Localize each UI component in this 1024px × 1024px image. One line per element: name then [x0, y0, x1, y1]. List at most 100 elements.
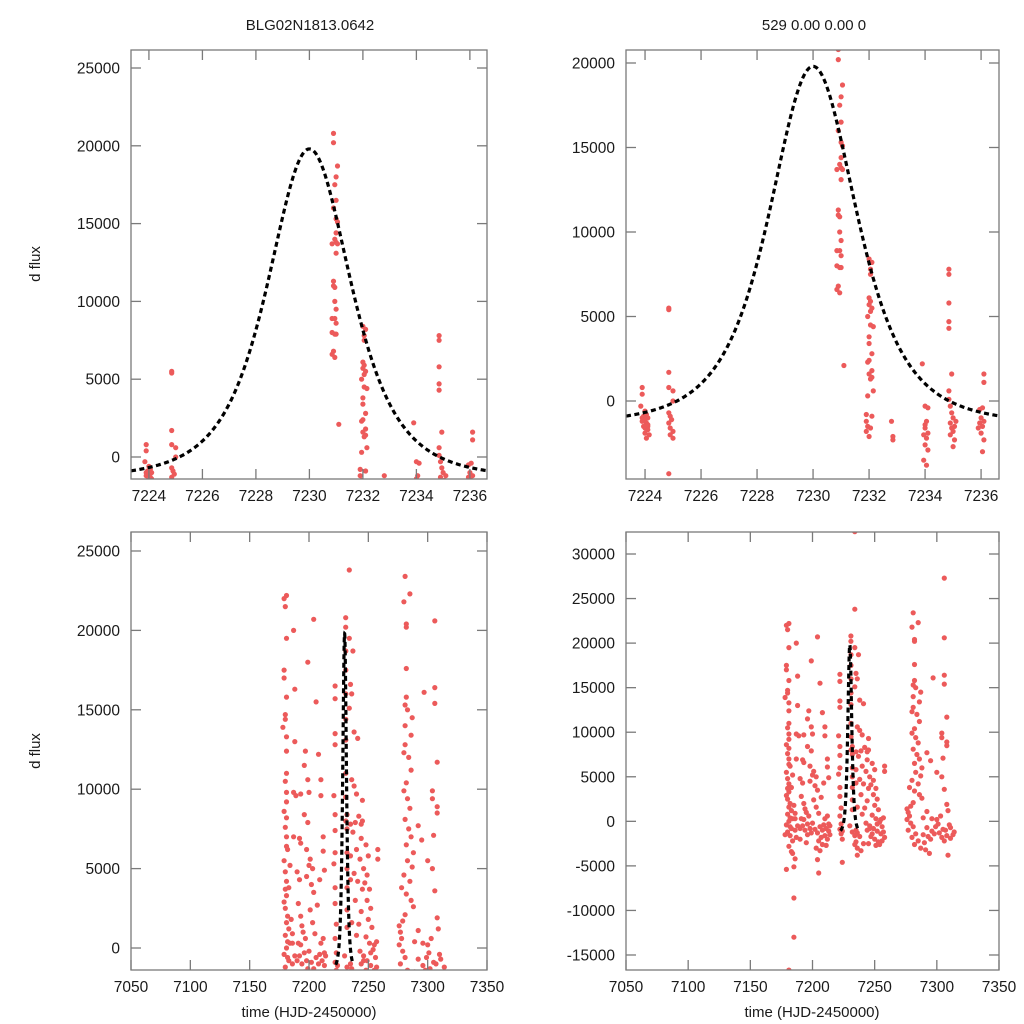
data-point [417, 972, 422, 977]
data-point [817, 680, 823, 686]
data-point [363, 468, 369, 474]
data-point [670, 435, 676, 441]
data-point [305, 777, 311, 783]
data-point [330, 140, 337, 146]
data-point [353, 998, 358, 1003]
data-point [383, 487, 388, 492]
data-point [333, 230, 339, 236]
data-point [854, 852, 860, 858]
data-point [350, 829, 356, 835]
data-point [296, 877, 303, 883]
data-point [788, 784, 795, 791]
data-point [300, 929, 306, 935]
data-point [807, 763, 813, 769]
data-point [285, 954, 291, 961]
data-point [809, 731, 816, 737]
data-point [863, 411, 869, 418]
data-point [838, 119, 844, 125]
data-point [926, 850, 933, 857]
data-point [403, 624, 409, 630]
data-point [975, 425, 981, 431]
data-point [666, 384, 672, 391]
data-point [347, 971, 352, 976]
data-point [787, 833, 793, 839]
data-point [281, 808, 287, 815]
data-point [414, 996, 419, 1001]
data-point [333, 320, 339, 326]
data-point [837, 698, 843, 704]
data-point [372, 954, 379, 961]
data-point [425, 942, 431, 948]
data-point [801, 732, 807, 738]
data-point [837, 290, 843, 296]
data-point [283, 789, 290, 796]
data-point [863, 820, 869, 826]
data-point [848, 633, 854, 639]
data-point [869, 760, 875, 767]
data-point [314, 902, 320, 908]
data-point [838, 253, 844, 259]
data-point [816, 810, 822, 816]
data-point [822, 724, 828, 730]
data-point [360, 395, 366, 401]
data-point [808, 748, 814, 754]
data-point [837, 813, 843, 819]
data-point [347, 681, 354, 688]
y-tick-label: -5000 [575, 858, 615, 875]
data-point [867, 425, 874, 431]
data-point [364, 445, 370, 451]
data-point [441, 496, 446, 501]
data-point [826, 821, 832, 827]
data-point [426, 950, 432, 956]
data-point [401, 599, 407, 605]
data-point [332, 696, 338, 702]
data-point [399, 935, 405, 942]
data-point [790, 850, 796, 857]
data-point [786, 708, 792, 714]
data-point [916, 699, 923, 705]
data-point [332, 354, 338, 360]
data-point [827, 832, 833, 838]
data-point [361, 371, 367, 378]
data-point [331, 793, 337, 799]
data-point [837, 704, 843, 710]
data-point [333, 331, 339, 337]
data-point [913, 735, 919, 741]
data-point [343, 624, 349, 630]
data-point [415, 514, 420, 519]
data-point [812, 783, 818, 789]
data-point [818, 794, 824, 800]
data-point [416, 460, 422, 466]
data-point [785, 796, 791, 802]
data-point [801, 759, 807, 766]
data-point [363, 842, 369, 848]
data-point [869, 831, 875, 837]
model-curve [334, 630, 354, 966]
data-point [331, 861, 337, 867]
data-point [921, 840, 928, 846]
data-point [283, 635, 290, 641]
data-point [289, 961, 295, 967]
data-point [666, 471, 672, 477]
data-point [429, 866, 435, 872]
data-point [837, 743, 843, 750]
data-point [802, 827, 808, 833]
data-point [281, 667, 287, 673]
data-point [862, 744, 868, 751]
data-point [639, 391, 645, 397]
data-point [824, 813, 831, 819]
data-point [436, 337, 442, 343]
data-point [432, 618, 438, 624]
x-tick-label: 7236 [964, 488, 998, 505]
data-points [782, 532, 957, 970]
data-point [841, 362, 847, 369]
x-tick-label: 7250 [857, 979, 892, 996]
data-point [869, 413, 875, 419]
model-curve [131, 147, 487, 473]
data-point [311, 616, 317, 622]
x-tick-label: 7230 [292, 488, 327, 505]
data-point [867, 376, 874, 382]
data-point [874, 828, 880, 834]
data-point [429, 796, 435, 802]
data-point [857, 833, 863, 840]
